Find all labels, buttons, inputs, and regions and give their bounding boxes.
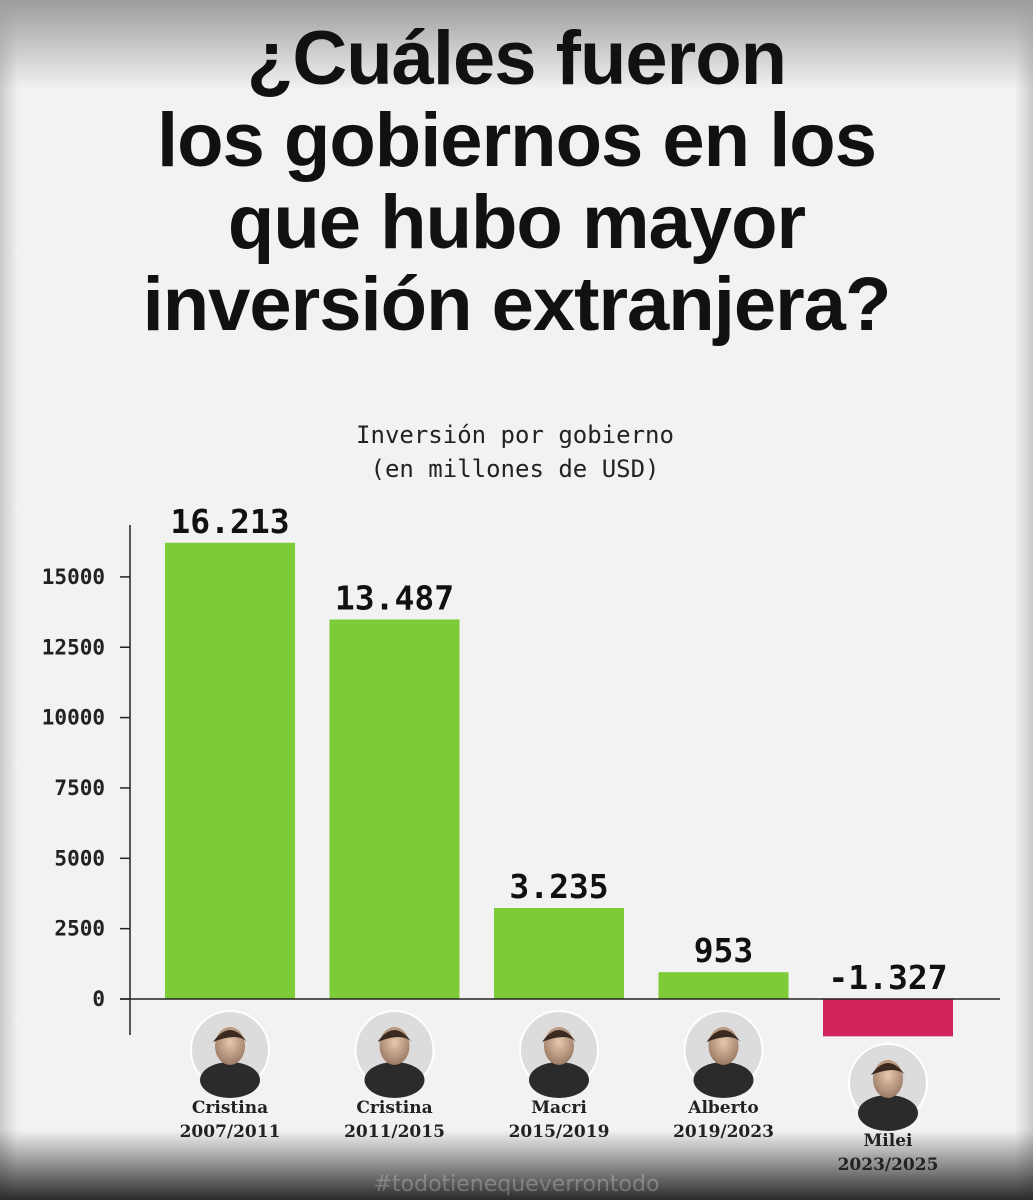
category-period: 2007/2011 <box>180 1122 281 1142</box>
value-label: 16.213 <box>170 502 289 541</box>
bottom-shadow <box>0 1130 1033 1200</box>
title-line: que hubo mayor <box>227 180 806 265</box>
category-name: Macri <box>531 1098 587 1118</box>
value-label: -1.327 <box>828 958 947 997</box>
portrait-milei-icon <box>848 1043 928 1131</box>
bar <box>329 619 460 999</box>
category-name: Cristina <box>356 1098 432 1118</box>
y-tick-label: 2500 <box>54 917 105 941</box>
y-tick-label: 0 <box>92 987 105 1011</box>
watermark: #todotienequeverrontodo <box>373 1172 660 1197</box>
y-tick-label: 7500 <box>54 776 105 800</box>
top-shadow <box>0 0 1033 90</box>
portrait-alberto-icon <box>683 1010 764 1098</box>
chart-subtitle: (en millones de USD) <box>370 455 660 483</box>
category-name: Alberto <box>687 1098 759 1118</box>
y-tick-label: 5000 <box>54 846 105 870</box>
title-line: los gobiernos en los <box>157 98 877 183</box>
category-period: 2011/2015 <box>344 1122 445 1142</box>
y-tick-label: 15000 <box>42 565 105 589</box>
category-period: 2019/2023 <box>673 1122 774 1142</box>
bar <box>658 972 789 999</box>
portrait-macri-icon <box>519 1010 599 1098</box>
y-tick-label: 10000 <box>42 706 105 730</box>
bar <box>494 907 624 999</box>
chart-title: Inversión por gobierno (en millones de U… <box>230 418 800 486</box>
category-name: Milei <box>863 1131 913 1151</box>
y-tick-label: 12500 <box>42 635 105 659</box>
right-shadow <box>1015 0 1033 1200</box>
bar <box>823 999 953 1037</box>
title-line: inversión extranjera? <box>142 262 892 347</box>
category-name: Cristina <box>192 1098 268 1118</box>
category-period: 2023/2025 <box>838 1155 939 1175</box>
title-line: ¿Cuáles fueron <box>246 16 787 101</box>
bar <box>165 542 295 999</box>
portrait-cristina-icon <box>354 1010 435 1098</box>
category-period: 2015/2019 <box>509 1122 610 1142</box>
portrait-cristina-icon <box>190 1010 270 1098</box>
value-label: 3.235 <box>509 867 608 906</box>
value-label: 953 <box>694 931 754 970</box>
chart-title-main: Inversión por gobierno <box>356 421 674 449</box>
left-shadow <box>0 0 18 1200</box>
value-label: 13.487 <box>335 578 454 617</box>
page-title: ¿Cuáles fueron los gobiernos en los que … <box>0 18 1033 346</box>
